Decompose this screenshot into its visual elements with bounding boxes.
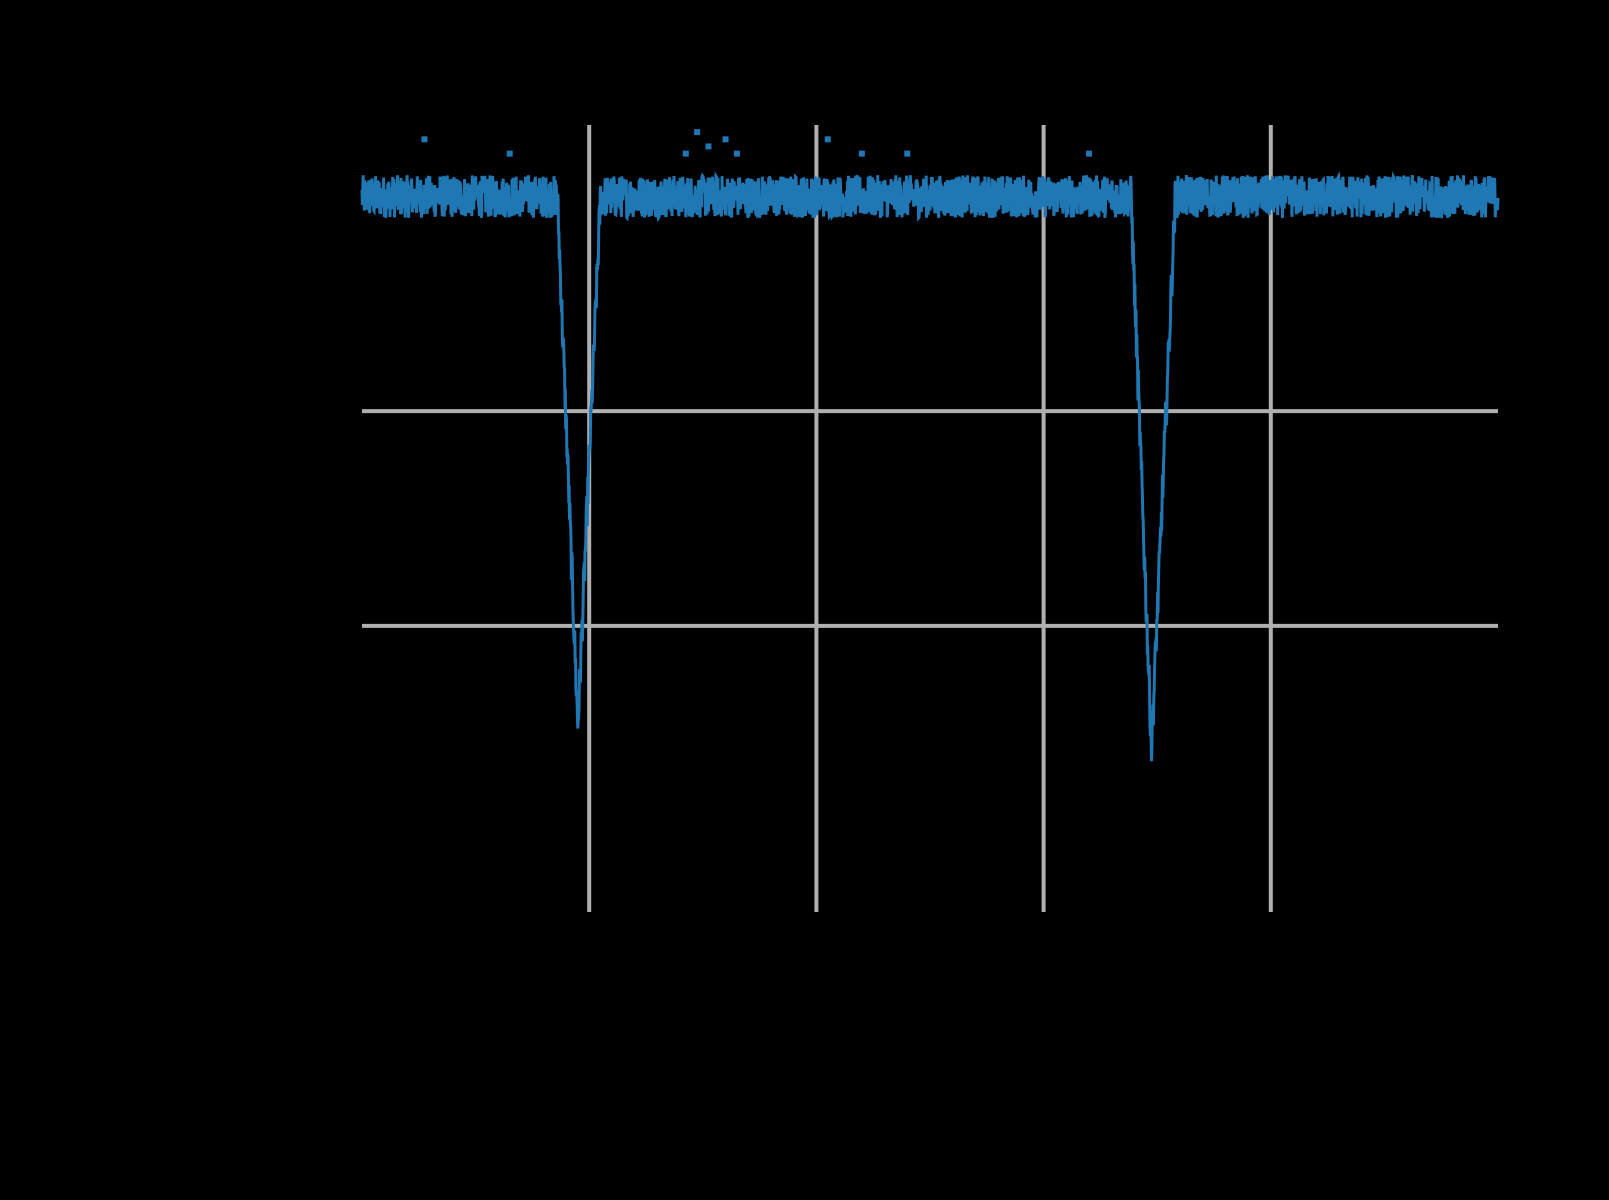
outlier-point-7	[824, 136, 831, 143]
outlier-point-2	[682, 150, 689, 157]
outlier-point-3	[694, 129, 701, 136]
series-line	[360, 170, 1500, 762]
outlier-point-6	[733, 150, 740, 157]
outlier-point-5	[722, 136, 729, 143]
outlier-point-4	[705, 143, 712, 150]
outlier-point-8	[858, 150, 865, 157]
outlier-point-1	[506, 150, 513, 157]
outlier-point-9	[904, 150, 911, 157]
outlier-point-0	[421, 136, 428, 143]
outlier-points	[421, 129, 1093, 157]
series-layer	[360, 170, 1500, 762]
outlier-point-10	[1086, 150, 1093, 157]
grid-lines	[362, 125, 1498, 912]
